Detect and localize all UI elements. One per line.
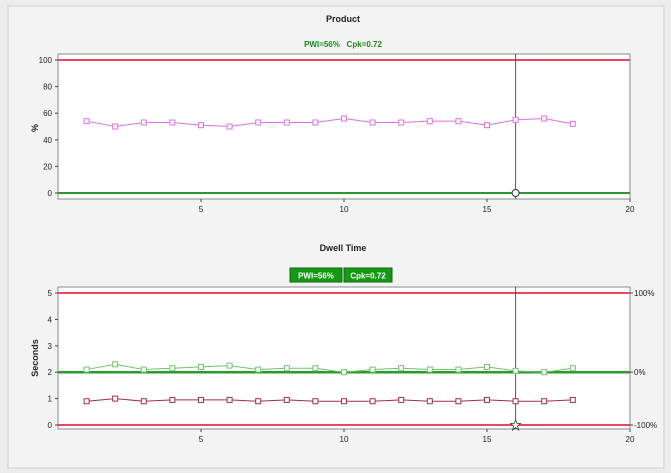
y-tick-label: 60 — [43, 109, 52, 118]
data-point — [83, 118, 90, 125]
data-point — [369, 119, 376, 126]
x-tick-label: 15 — [483, 205, 492, 214]
y-tick-label: 0 — [48, 421, 53, 430]
right-tick-label: 0% — [634, 368, 646, 377]
data-point — [283, 119, 290, 126]
data-point — [541, 369, 548, 376]
series-line — [86, 398, 573, 402]
y-tick-label: 1 — [48, 395, 53, 404]
y-tick-label: 5 — [48, 289, 53, 298]
data-point — [369, 366, 376, 373]
y-tick-label: 4 — [48, 315, 53, 324]
data-point — [169, 119, 176, 126]
y-axis-label: % — [30, 124, 40, 132]
data-point — [512, 367, 519, 374]
data-point — [312, 398, 319, 405]
y-tick-label: 0 — [48, 189, 53, 198]
data-point — [169, 396, 176, 403]
data-point — [569, 396, 576, 403]
chart-subtitle: PWI=56% Cpk=0.72 — [304, 40, 382, 49]
data-point — [198, 122, 204, 129]
data-point — [341, 398, 347, 405]
y-tick-label: 40 — [43, 136, 52, 145]
data-point — [255, 366, 262, 373]
y-axis-label: Seconds — [30, 339, 40, 377]
data-point — [226, 362, 233, 369]
chart-title: Product — [326, 14, 360, 24]
data-point — [198, 396, 204, 403]
chart-title: Dwell Time — [320, 243, 367, 253]
cpk-badge-label: Cpk=0.72 — [350, 272, 386, 281]
right-tick-label: -100% — [634, 421, 657, 430]
data-point — [426, 398, 433, 405]
data-point — [369, 398, 376, 405]
data-point — [312, 119, 319, 126]
data-point — [512, 398, 519, 405]
plot-area — [57, 286, 631, 430]
y-tick-label: 3 — [48, 342, 53, 351]
x-tick-label: 15 — [483, 435, 492, 444]
x-tick-label: 5 — [199, 205, 204, 214]
data-point — [398, 365, 405, 372]
data-point — [484, 363, 490, 370]
data-point — [312, 365, 319, 372]
pwi-badge-label: PWI=56% — [298, 272, 334, 281]
series-line — [86, 363, 573, 373]
x-tick-label: 20 — [626, 205, 635, 214]
data-point — [455, 118, 462, 125]
data-point — [569, 365, 576, 372]
y-tick-label: 100 — [39, 56, 53, 65]
cursor-marker — [511, 189, 520, 197]
series-line — [86, 118, 573, 128]
data-point — [169, 365, 176, 372]
data-point — [541, 115, 548, 122]
data-point — [541, 398, 548, 405]
data-point — [255, 398, 262, 405]
data-point — [398, 396, 405, 403]
data-point — [484, 122, 490, 129]
y-tick-label: 2 — [48, 368, 53, 377]
data-point — [283, 396, 290, 403]
x-tick-label: 20 — [626, 435, 635, 444]
data-point — [198, 363, 204, 370]
product-chart: Product PWI=56% Cpk=0.72 % 5 10 15 20 0 20 40 6… — [30, 14, 635, 214]
data-point — [226, 123, 233, 130]
x-tick-label: 5 — [199, 435, 204, 444]
data-point — [569, 120, 576, 127]
data-point — [112, 395, 119, 402]
data-point — [512, 116, 519, 123]
data-point — [226, 396, 233, 403]
right-tick-label: 100% — [634, 289, 654, 298]
cpk-badge — [343, 267, 393, 283]
y-tick-label: 80 — [43, 83, 52, 92]
dwell-time-chart: Dwell Time PWI=56% Cpk=0.72 Seconds 5 10 1… — [30, 243, 657, 444]
data-point — [341, 369, 347, 376]
pwi-badge — [289, 267, 343, 283]
data-point — [83, 398, 90, 405]
data-point — [283, 365, 290, 372]
data-point — [484, 396, 490, 403]
plot-area — [57, 53, 631, 200]
y-tick-label: 20 — [43, 162, 52, 171]
data-point — [140, 398, 147, 405]
data-point — [83, 366, 90, 373]
data-point — [455, 366, 462, 373]
data-point — [112, 123, 119, 130]
data-point — [140, 119, 147, 126]
data-point — [398, 119, 405, 126]
data-point — [140, 366, 147, 373]
x-tick-label: 10 — [340, 205, 349, 214]
data-point — [341, 115, 347, 122]
data-point — [455, 398, 462, 405]
data-point — [255, 119, 262, 126]
data-point — [426, 118, 433, 125]
cursor-marker — [509, 418, 522, 432]
x-tick-label: 10 — [340, 435, 349, 444]
data-point — [426, 366, 433, 373]
data-point — [112, 361, 119, 368]
